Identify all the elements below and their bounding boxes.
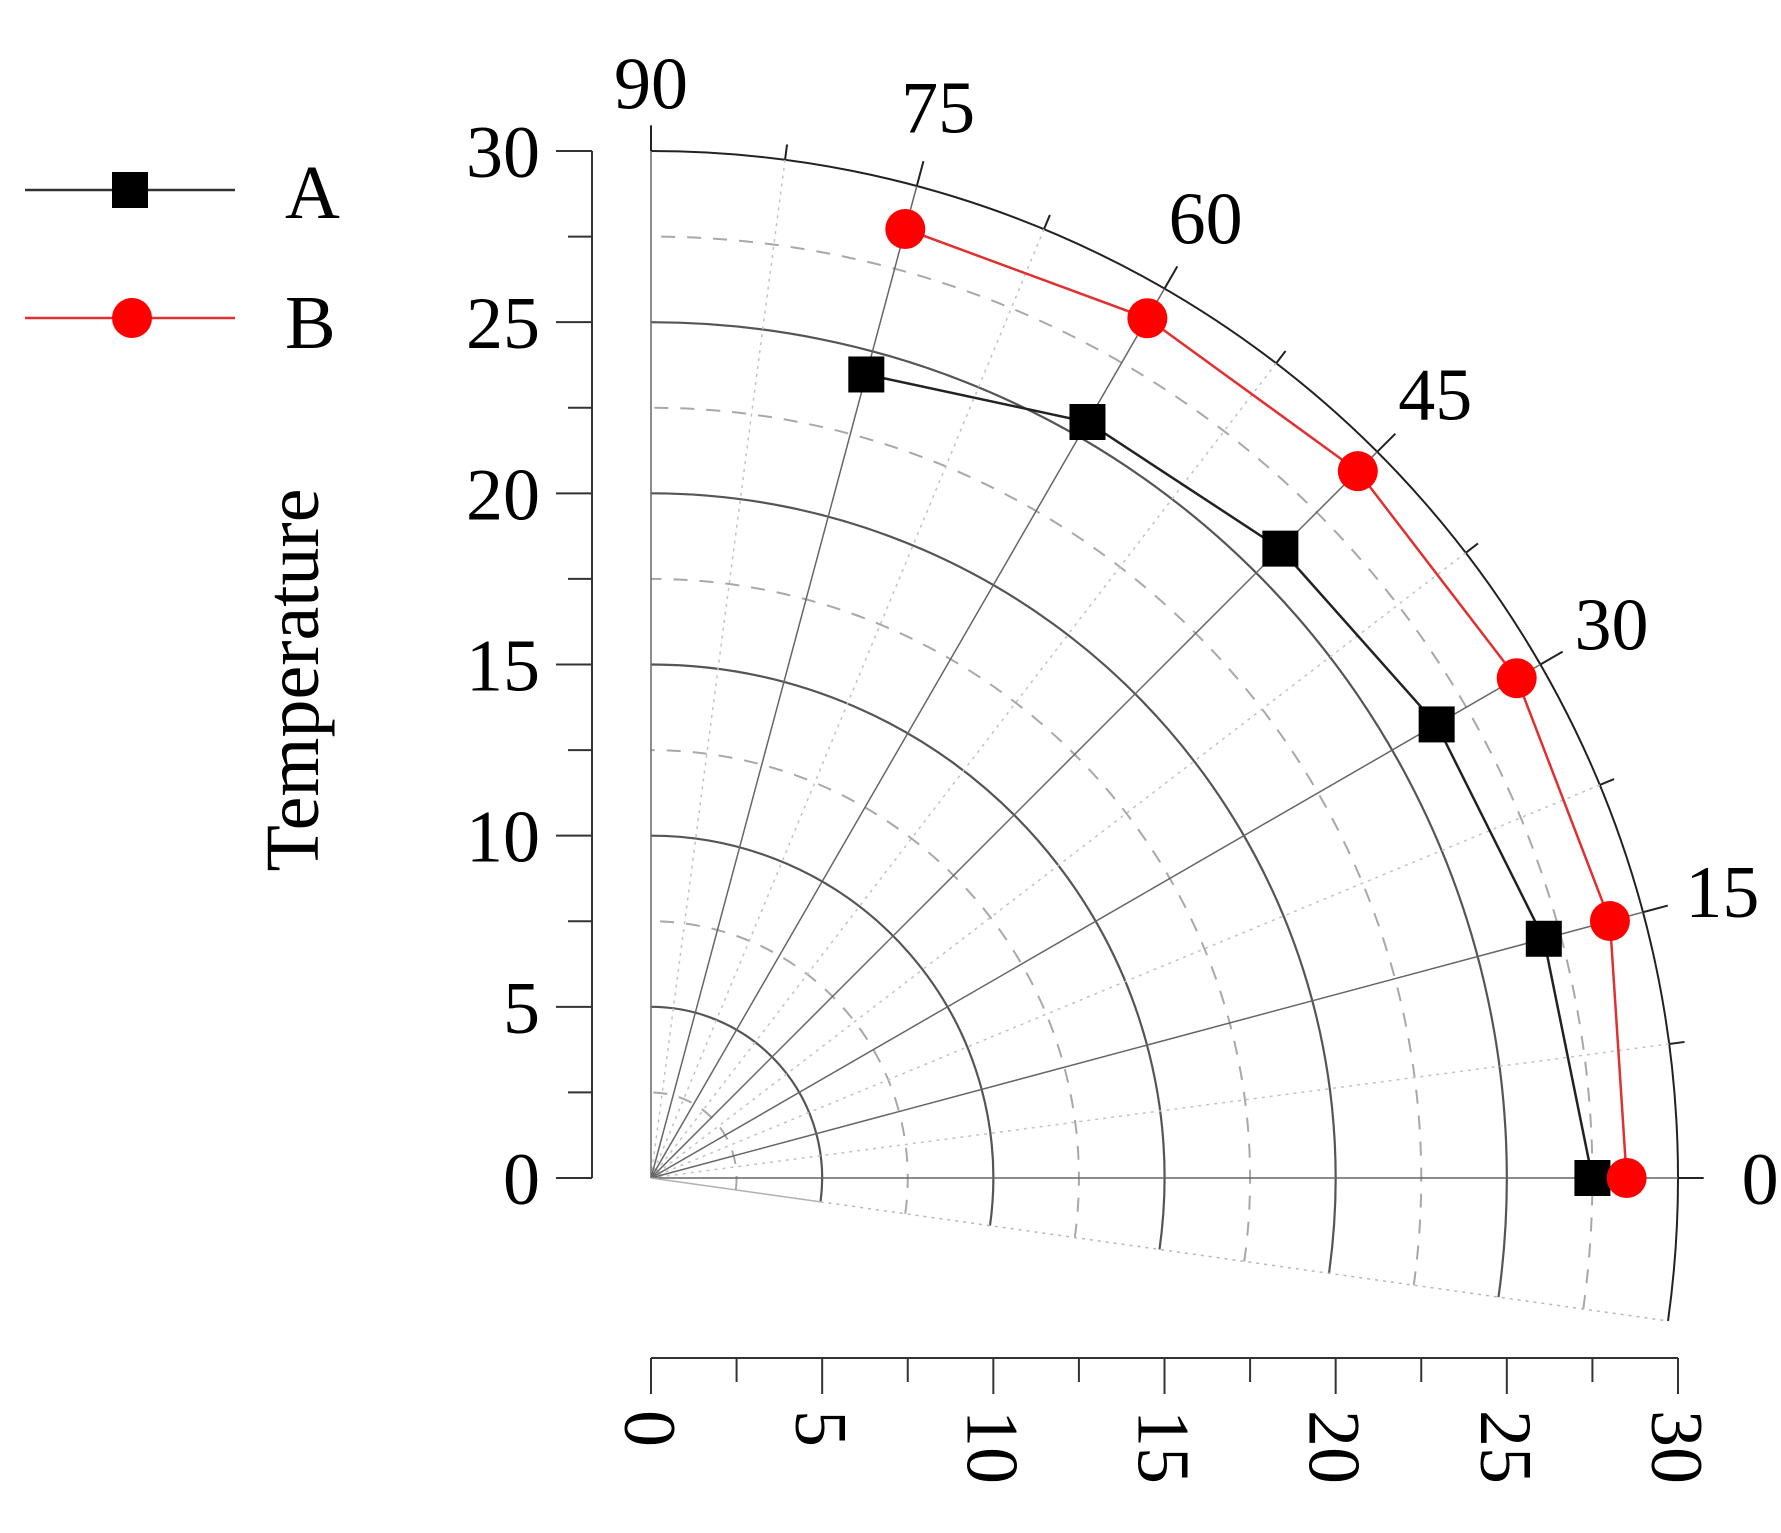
x-tick-label: 10 <box>950 1410 1032 1484</box>
polar-grid <box>650 150 1679 1322</box>
minor-grid-arc <box>650 920 909 1214</box>
series-line <box>866 373 1594 1179</box>
data-point <box>1262 530 1299 567</box>
angle-tick <box>1275 350 1287 364</box>
angle-tick <box>1642 904 1669 914</box>
minor-spoke <box>650 1043 1670 1179</box>
series-line <box>904 227 1628 1179</box>
angle-tick <box>915 160 925 187</box>
angle-tick-label: 15 <box>1685 852 1759 934</box>
legend-marker-square <box>112 172 148 208</box>
minor-spoke <box>650 784 1601 1179</box>
angle-tick <box>1539 650 1564 666</box>
minor-spoke <box>650 362 1277 1179</box>
angle-tick <box>1465 542 1479 554</box>
data-point <box>1589 901 1630 942</box>
legend: A B <box>25 151 340 365</box>
minor-spoke <box>650 552 1467 1179</box>
legend-marker-circle <box>112 298 152 338</box>
y-axis-label: Temperature <box>251 489 335 872</box>
x-tick-label: 30 <box>1635 1410 1717 1484</box>
minor-grid-arc <box>650 577 1252 1262</box>
major-grid-arc <box>650 321 1508 1298</box>
x-tick-label: 15 <box>1122 1410 1204 1484</box>
x-tick-label: 0 <box>608 1410 690 1447</box>
sector-lower-edge <box>650 1177 821 1203</box>
angle-tick <box>1043 214 1051 230</box>
y-tick-label: 0 <box>503 1139 540 1221</box>
x-tick-label: 25 <box>1464 1410 1546 1484</box>
angle-tick-label: 90 <box>614 44 688 126</box>
major-spoke <box>650 911 1644 1179</box>
major-spoke <box>650 185 918 1179</box>
angle-tick-label: 0 <box>1742 1139 1779 1221</box>
data-point <box>1069 404 1106 441</box>
angle-tick-label: 75 <box>901 68 975 150</box>
minor-grid-arc <box>650 235 1594 1310</box>
minor-grid-arc <box>650 749 1080 1238</box>
minor-spoke <box>650 159 786 1179</box>
sector-lower-edge <box>820 1201 1669 1322</box>
x-tick-label: 20 <box>1293 1410 1375 1484</box>
major-grid-arc <box>650 834 995 1226</box>
angle-tick-label: 45 <box>1398 355 1472 437</box>
angle-tick-label: 30 <box>1575 584 1649 666</box>
angle-tick <box>1376 432 1397 453</box>
outer-boundary-arc <box>650 150 1679 1322</box>
y-tick-label: 5 <box>503 968 540 1050</box>
legend-label-a: A <box>285 151 340 235</box>
series-b <box>885 208 1647 1198</box>
y-tick-label: 15 <box>466 626 540 708</box>
data-point <box>1606 1158 1647 1198</box>
data-point <box>1337 451 1378 492</box>
data-point <box>1496 658 1537 699</box>
angle-tick <box>1599 778 1615 786</box>
data-point <box>1418 706 1455 743</box>
data-point <box>1127 298 1168 339</box>
legend-item-a: A <box>25 151 340 235</box>
major-grid-arc <box>650 1005 824 1202</box>
major-spoke <box>650 663 1541 1179</box>
y-tick-label: 20 <box>466 454 540 536</box>
legend-item-b: B <box>25 281 336 365</box>
major-spoke <box>650 451 1378 1179</box>
y-tick-label: 25 <box>466 283 540 365</box>
angle-tick-label: 60 <box>1169 178 1243 260</box>
series-a <box>848 356 1611 1196</box>
major-grid-arc <box>650 492 1337 1274</box>
data-point <box>1574 1160 1611 1196</box>
angle-tick <box>1669 1040 1685 1045</box>
x-tick-label: 5 <box>779 1410 861 1447</box>
y-tick-label: 30 <box>466 112 540 194</box>
data-point <box>1525 920 1562 957</box>
angle-tick <box>1163 265 1179 290</box>
minor-spoke <box>650 228 1045 1179</box>
y-tick-label: 10 <box>466 797 540 879</box>
series-layer <box>848 208 1647 1198</box>
legend-label-b: B <box>285 281 336 365</box>
data-point <box>885 208 926 249</box>
minor-grid-arc <box>650 406 1423 1286</box>
axes: 0 15 30 45 60 75 90 0 5 10 15 20 25 30 0 5 10 15 20 25 30 <box>466 44 1779 1484</box>
data-point <box>848 356 885 393</box>
angle-tick <box>784 144 789 160</box>
